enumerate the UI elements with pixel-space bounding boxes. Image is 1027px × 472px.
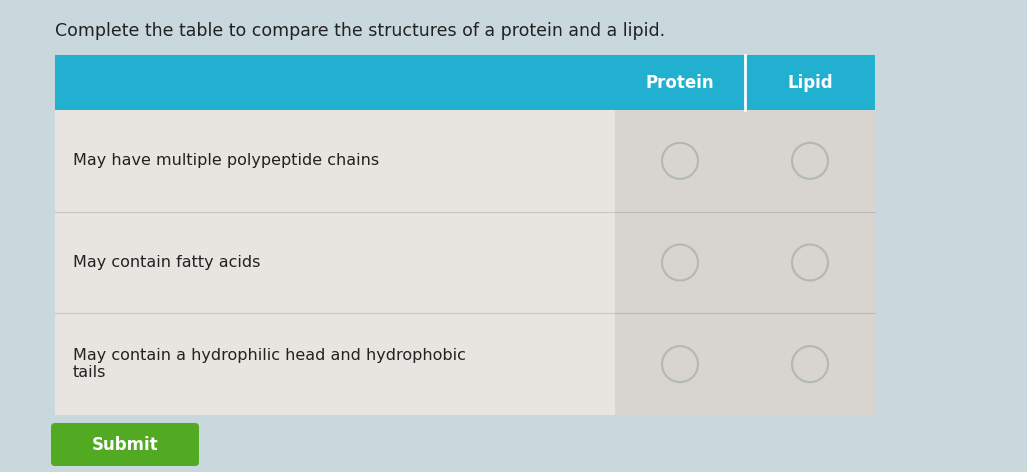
Circle shape (665, 248, 694, 277)
FancyBboxPatch shape (55, 55, 615, 415)
Ellipse shape (792, 346, 828, 382)
Text: Protein: Protein (646, 74, 715, 92)
Circle shape (665, 147, 694, 175)
FancyBboxPatch shape (51, 423, 199, 466)
Ellipse shape (662, 346, 698, 382)
Text: Lipid: Lipid (787, 74, 833, 92)
Ellipse shape (662, 244, 698, 280)
Circle shape (796, 147, 824, 175)
FancyBboxPatch shape (615, 110, 875, 415)
Text: May have multiple polypeptide chains: May have multiple polypeptide chains (73, 153, 379, 169)
Ellipse shape (792, 244, 828, 280)
Circle shape (796, 248, 824, 277)
Text: Complete the table to compare the structures of a protein and a lipid.: Complete the table to compare the struct… (55, 22, 665, 40)
Text: May contain fatty acids: May contain fatty acids (73, 255, 261, 270)
FancyBboxPatch shape (55, 55, 875, 110)
Circle shape (796, 350, 824, 378)
Text: May contain a hydrophilic head and hydrophobic
tails: May contain a hydrophilic head and hydro… (73, 348, 466, 380)
Ellipse shape (662, 143, 698, 179)
Text: Submit: Submit (91, 436, 158, 454)
Ellipse shape (792, 143, 828, 179)
Circle shape (665, 350, 694, 378)
